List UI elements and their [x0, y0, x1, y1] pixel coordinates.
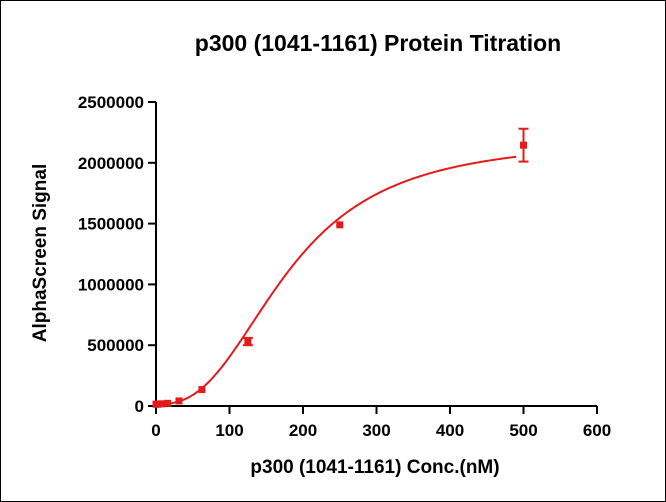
data-point	[520, 141, 527, 149]
chart-title: p300 (1041-1161) Protein Titration	[195, 30, 561, 56]
data-point	[163, 399, 171, 407]
x-tick-label: 500	[509, 421, 537, 440]
y-tick-label: 500000	[87, 336, 144, 355]
fit-layer	[155, 155, 517, 406]
y-axis-title: AlphaScreen Signal	[30, 164, 51, 342]
y-tick-label: 1500000	[78, 215, 144, 234]
data-point	[175, 397, 183, 405]
x-tick-label: 300	[362, 421, 390, 440]
y-tick-label: 1000000	[78, 275, 144, 294]
data-marks	[152, 127, 529, 408]
axes: 0 100 200 300 400 500 600 0 500000 1000000 1500000…	[78, 93, 611, 440]
data-point	[336, 221, 344, 229]
x-tick-label: 400	[436, 421, 464, 440]
y-tick-label: 2500000	[78, 93, 144, 112]
data-point	[198, 386, 206, 394]
data-point	[158, 400, 166, 408]
x-axis-title: p300 (1041-1161) Conc.(nM)	[250, 457, 499, 478]
x-tick-label: 100	[215, 421, 243, 440]
y-tick-label: 0	[135, 397, 144, 416]
x-tick-label: 200	[289, 421, 317, 440]
x-tick-label: 600	[583, 421, 611, 440]
fit-curve	[155, 155, 517, 406]
data-point	[244, 338, 252, 346]
y-tick-label: 2000000	[78, 154, 144, 173]
x-tick-label: 0	[151, 421, 160, 440]
